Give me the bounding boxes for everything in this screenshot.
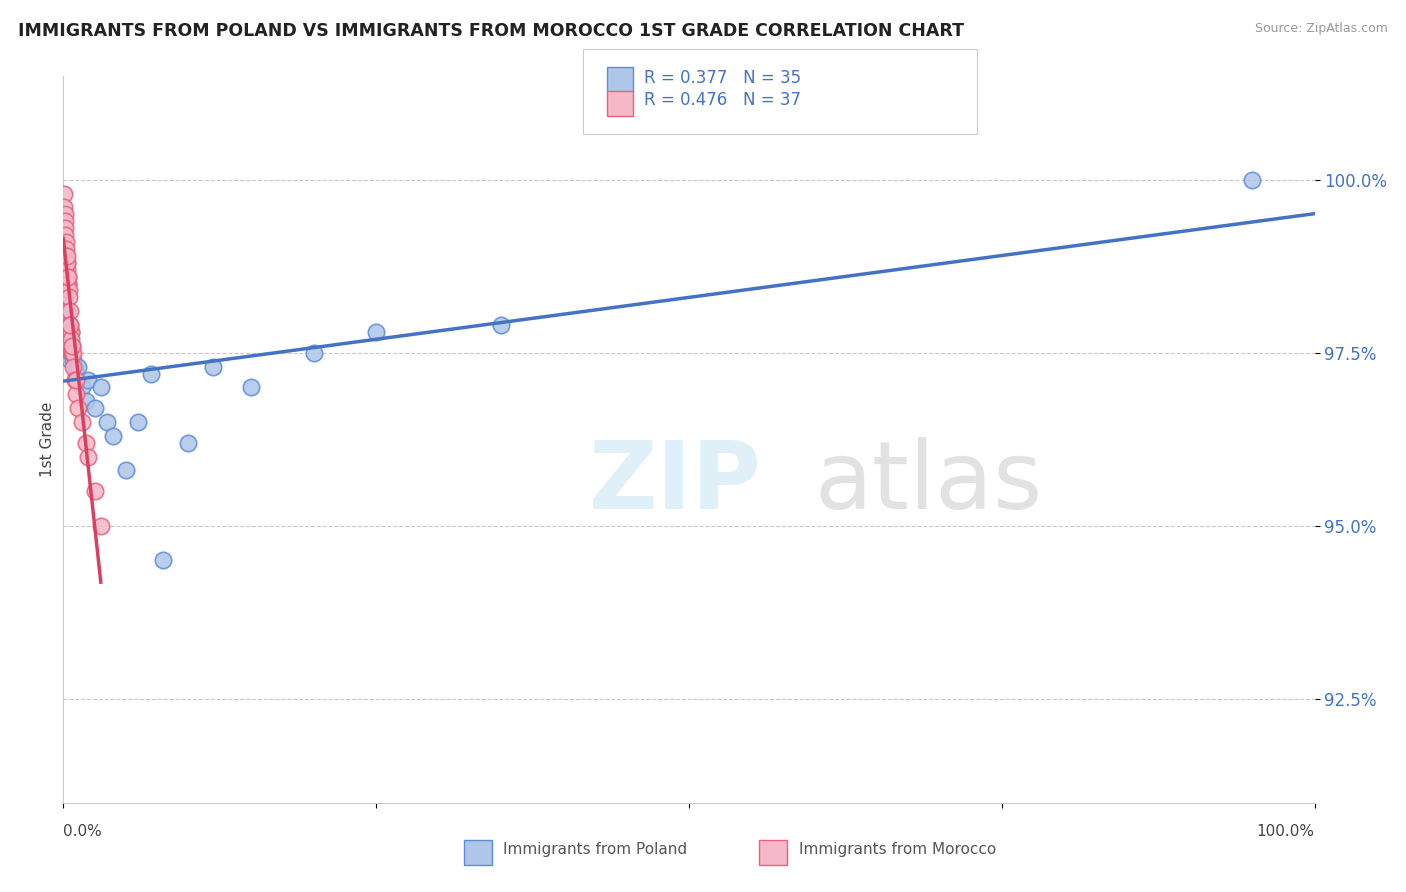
Point [59, 352, 82, 367]
Point [58, 269, 80, 284]
Point [90, 519, 112, 533]
Point [59, 325, 82, 339]
Point [55, 311, 77, 326]
Point [55, 228, 77, 243]
Point [90, 380, 112, 394]
Point [60, 332, 83, 346]
Point [103, 429, 125, 443]
Text: atlas: atlas [814, 437, 1042, 529]
Point [59, 325, 82, 339]
Text: R = 0.377   N = 35: R = 0.377 N = 35 [644, 70, 801, 87]
Point [58, 284, 80, 298]
Point [56, 277, 79, 291]
Y-axis label: 1st Grade: 1st Grade [39, 401, 55, 477]
Text: Immigrants from Morocco: Immigrants from Morocco [799, 842, 995, 856]
Point [58, 345, 80, 359]
Point [59, 318, 82, 332]
Point [63, 374, 86, 388]
Point [66, 374, 89, 388]
Point [65, 367, 87, 381]
Point [56, 269, 79, 284]
Point [67, 359, 90, 374]
Point [177, 435, 200, 450]
Point [60, 339, 83, 353]
Point [56, 304, 79, 318]
Point [127, 415, 149, 429]
Text: 0.0%: 0.0% [63, 823, 103, 838]
Point [63, 359, 86, 374]
Point [1241, 172, 1264, 186]
Point [53, 207, 76, 221]
Point [58, 332, 80, 346]
Text: R = 0.476   N = 37: R = 0.476 N = 37 [644, 91, 801, 109]
Point [83, 484, 105, 499]
Point [75, 394, 97, 409]
Text: Immigrants from Poland: Immigrants from Poland [503, 842, 688, 856]
Point [60, 345, 83, 359]
Text: Source: ZipAtlas.com: Source: ZipAtlas.com [1254, 22, 1388, 36]
Point [302, 345, 325, 359]
Point [55, 249, 77, 263]
Point [139, 367, 162, 381]
Text: ZIP: ZIP [589, 437, 762, 529]
Point [55, 242, 77, 256]
Point [77, 450, 100, 464]
Point [53, 200, 76, 214]
Point [75, 435, 97, 450]
Point [96, 415, 118, 429]
Point [366, 325, 388, 339]
Point [62, 345, 84, 359]
Point [55, 318, 77, 332]
Point [152, 553, 174, 567]
Point [56, 249, 79, 263]
Point [56, 256, 79, 270]
Text: 100.0%: 100.0% [1257, 823, 1315, 838]
Point [115, 463, 138, 477]
Point [83, 401, 105, 416]
Point [62, 359, 84, 374]
Point [56, 325, 79, 339]
Text: IMMIGRANTS FROM POLAND VS IMMIGRANTS FROM MOROCCO 1ST GRADE CORRELATION CHART: IMMIGRANTS FROM POLAND VS IMMIGRANTS FRO… [18, 22, 965, 40]
Point [77, 374, 100, 388]
Point [55, 235, 77, 249]
Point [53, 290, 76, 304]
Point [55, 256, 77, 270]
Point [67, 401, 90, 416]
Point [58, 339, 80, 353]
Point [58, 290, 80, 304]
Point [53, 214, 76, 228]
Point [60, 345, 83, 359]
Point [58, 277, 80, 291]
Point [53, 221, 76, 235]
Point [70, 415, 93, 429]
Point [491, 318, 513, 332]
Point [59, 318, 82, 332]
Point [56, 262, 79, 277]
Point [60, 339, 83, 353]
Point [65, 374, 87, 388]
Point [62, 352, 84, 367]
Point [202, 359, 225, 374]
Point [70, 380, 93, 394]
Point [58, 304, 80, 318]
Point [65, 387, 87, 401]
Point [240, 380, 263, 394]
Point [52, 186, 75, 201]
